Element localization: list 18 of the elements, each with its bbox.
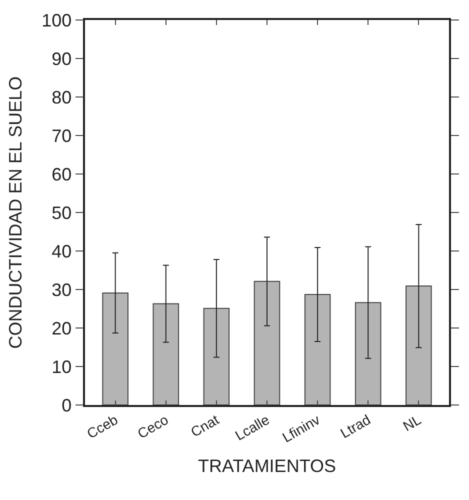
y-tick-label: 90 [52, 48, 72, 69]
y-tick-label: 10 [52, 356, 72, 377]
y-tick-label: 40 [52, 241, 72, 262]
y-tick-label: 60 [52, 164, 72, 184]
y-tick-label: 70 [52, 126, 72, 146]
y-tick-label: 50 [52, 202, 72, 223]
y-tick-label: 0 [62, 395, 72, 416]
y-axis-title: CONDUCTIVIDAD EN EL SUELO [5, 76, 26, 349]
x-tick-label: NL [400, 411, 424, 434]
y-tick-label: 80 [52, 87, 72, 108]
y-tick-label: 100 [42, 10, 72, 30]
x-tick-label: Cceb [84, 411, 121, 442]
x-tick-label: Lcalle [232, 411, 272, 444]
y-tick-label: 20 [52, 318, 72, 338]
x-tick-label: Ceco [134, 411, 172, 442]
x-tick-label: Cnat [188, 411, 222, 440]
y-tick-label: 30 [52, 280, 72, 300]
x-axis-title: TRATAMIENTOS [198, 456, 336, 476]
